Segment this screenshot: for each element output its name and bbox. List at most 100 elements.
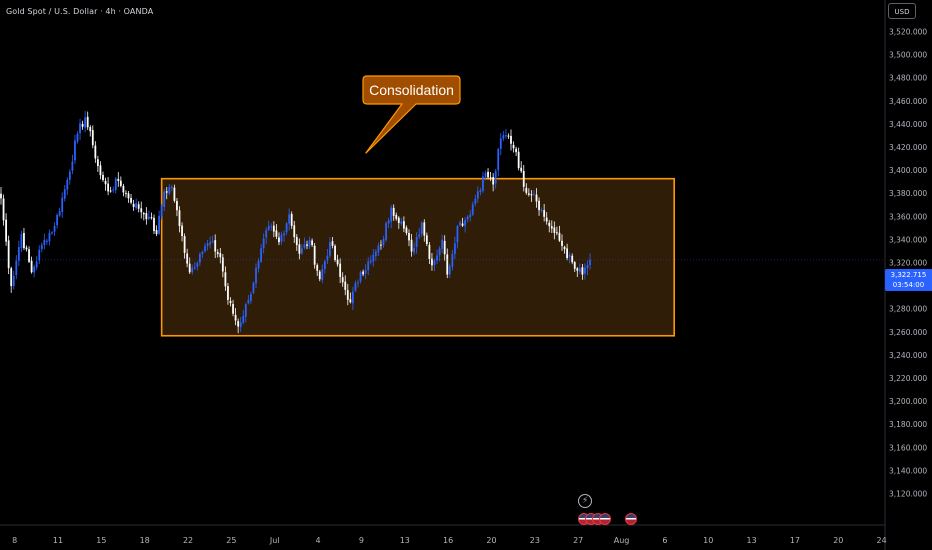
candle-body	[127, 193, 130, 199]
candle-body	[173, 187, 176, 201]
candle-body	[196, 263, 199, 267]
candle-body	[224, 272, 227, 287]
candle-body	[40, 244, 43, 250]
candle-body	[576, 268, 579, 271]
candle-body	[323, 261, 326, 270]
x-tick-label: 17	[790, 536, 800, 545]
candle-body	[380, 244, 382, 246]
candle-body	[43, 239, 46, 245]
candle-body	[257, 260, 260, 269]
us-flag-icon[interactable]	[625, 513, 637, 525]
candle-body	[46, 240, 48, 242]
candle-body	[318, 271, 321, 280]
candle-body	[459, 222, 461, 225]
candle-body	[336, 259, 339, 265]
candle-body	[260, 248, 262, 262]
candle-body	[451, 253, 454, 267]
candle-body	[326, 255, 329, 261]
candle-body	[502, 135, 505, 139]
candle-body	[359, 272, 362, 282]
candle-body	[17, 247, 20, 261]
x-tick-label: 10	[703, 536, 713, 545]
candle-body	[344, 281, 347, 290]
candle-body	[265, 230, 268, 238]
candle-body	[7, 240, 10, 269]
candle-body	[186, 253, 189, 264]
candle-body	[329, 242, 331, 256]
candle-body	[48, 232, 51, 242]
y-tick-label: 3,380.000	[889, 189, 927, 198]
candle-body	[443, 240, 446, 255]
x-tick-label: 23	[530, 536, 540, 545]
candle-body	[456, 226, 459, 243]
candle-body	[209, 242, 211, 245]
candle-body	[288, 214, 291, 224]
candle-body	[293, 225, 296, 238]
candle-body	[5, 219, 7, 242]
candle-body	[168, 187, 171, 194]
consolidation-zone[interactable]	[160, 177, 675, 337]
candle-body	[183, 236, 186, 253]
currency-button[interactable]: USD	[888, 3, 916, 19]
candle-body	[132, 203, 135, 208]
y-tick-label: 3,160.000	[889, 443, 927, 452]
candle-body	[2, 198, 5, 221]
candle-body	[35, 261, 38, 268]
candle-body	[56, 215, 58, 226]
candle-body	[232, 304, 234, 314]
candle-body	[255, 267, 257, 284]
y-tick-label: 3,360.000	[889, 212, 927, 221]
candle-body	[66, 179, 69, 190]
candle-body	[178, 210, 181, 227]
candle-body	[497, 149, 500, 171]
candle-body	[229, 300, 232, 304]
y-tick-label: 3,500.000	[889, 51, 927, 60]
candle-body	[30, 260, 33, 273]
candle-body	[199, 253, 201, 263]
candle-body	[109, 190, 112, 192]
candle-body	[38, 249, 41, 261]
candle-body	[543, 210, 546, 217]
candle-body	[267, 226, 270, 230]
candle-body	[283, 233, 285, 236]
y-tick-label: 3,120.000	[889, 490, 927, 499]
candle-body	[418, 234, 421, 237]
y-tick-label: 3,520.000	[889, 28, 927, 37]
x-tick-label: 16	[443, 536, 453, 545]
candle-body	[535, 194, 538, 202]
candle-body	[142, 213, 145, 215]
candle-body	[352, 291, 354, 304]
candle-body	[374, 251, 377, 257]
candle-body	[550, 226, 553, 229]
candle-body	[584, 267, 586, 274]
candle-body	[533, 193, 535, 195]
candle-body	[145, 213, 148, 220]
bar-countdown: 03:54:00	[892, 281, 925, 289]
candle-body	[234, 314, 237, 321]
candle-body	[94, 145, 97, 159]
candle-body	[158, 215, 160, 234]
candle-body	[369, 260, 372, 263]
candle-body	[303, 244, 306, 248]
candle-body	[563, 246, 566, 250]
candle-body	[321, 269, 324, 281]
lightning-icon[interactable]: ⚡	[578, 494, 592, 508]
x-tick-label: 20	[833, 536, 843, 545]
candle-body	[538, 200, 540, 211]
y-tick-label: 3,420.000	[889, 143, 927, 152]
y-tick-label: 3,260.000	[889, 328, 927, 337]
candle-body	[586, 264, 589, 269]
candle-body	[339, 263, 342, 277]
candle-body	[571, 255, 574, 263]
candle-body	[163, 191, 166, 207]
candle-body	[58, 211, 61, 216]
us-flag-icon[interactable]	[599, 513, 611, 525]
y-tick-label: 3,280.000	[889, 305, 927, 314]
callout-bubble[interactable]	[362, 75, 461, 154]
candle-body	[441, 239, 444, 249]
y-tick-label: 3,140.000	[889, 466, 927, 475]
candle-body	[548, 222, 551, 227]
candle-body	[114, 178, 117, 191]
